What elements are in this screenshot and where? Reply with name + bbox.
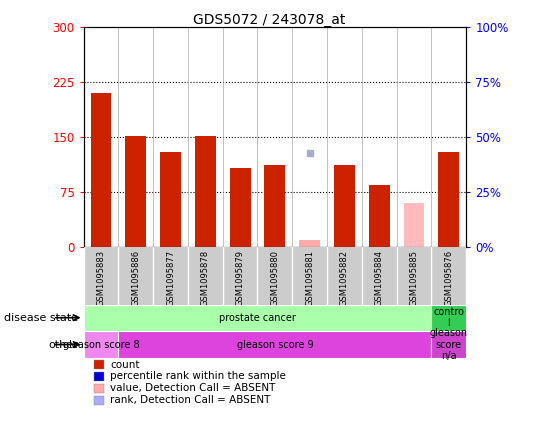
Bar: [438, 152, 459, 247]
Text: GSM1095883: GSM1095883: [96, 250, 106, 306]
Text: contro
l: contro l: [433, 307, 464, 329]
Bar: [431, 331, 466, 358]
Text: prostate cancer: prostate cancer: [219, 313, 296, 323]
Text: GSM1095880: GSM1095880: [271, 250, 279, 306]
Text: gleason score 8: gleason score 8: [63, 340, 139, 349]
Text: count: count: [110, 360, 140, 370]
Bar: [160, 152, 181, 247]
Text: rank, Detection Call = ABSENT: rank, Detection Call = ABSENT: [110, 395, 271, 405]
Bar: [84, 331, 119, 358]
Bar: [265, 165, 285, 247]
Text: GSM1095881: GSM1095881: [305, 250, 314, 306]
Bar: [91, 93, 112, 247]
Bar: [195, 136, 216, 247]
Text: GSM1095882: GSM1095882: [340, 250, 349, 306]
Text: other: other: [49, 340, 78, 349]
Bar: [230, 168, 251, 247]
Text: disease state: disease state: [4, 313, 78, 323]
Bar: [369, 185, 390, 247]
Text: GSM1095885: GSM1095885: [410, 250, 419, 306]
Bar: [125, 136, 146, 247]
Text: value, Detection Call = ABSENT: value, Detection Call = ABSENT: [110, 383, 276, 393]
Text: GDS5072 / 243078_at: GDS5072 / 243078_at: [194, 13, 345, 27]
Bar: [431, 305, 466, 331]
Text: percentile rank within the sample: percentile rank within the sample: [110, 371, 286, 382]
Text: GSM1095886: GSM1095886: [131, 250, 140, 306]
Bar: [119, 331, 431, 358]
Text: GSM1095877: GSM1095877: [166, 250, 175, 306]
Text: gleason
score
n/a: gleason score n/a: [430, 328, 468, 361]
Bar: [404, 203, 425, 247]
Text: GSM1095878: GSM1095878: [201, 250, 210, 306]
Text: GSM1095879: GSM1095879: [236, 250, 245, 306]
Text: GSM1095884: GSM1095884: [375, 250, 384, 306]
Bar: [334, 165, 355, 247]
Bar: [299, 240, 320, 247]
Text: GSM1095876: GSM1095876: [444, 250, 453, 306]
Text: gleason score 9: gleason score 9: [237, 340, 313, 349]
